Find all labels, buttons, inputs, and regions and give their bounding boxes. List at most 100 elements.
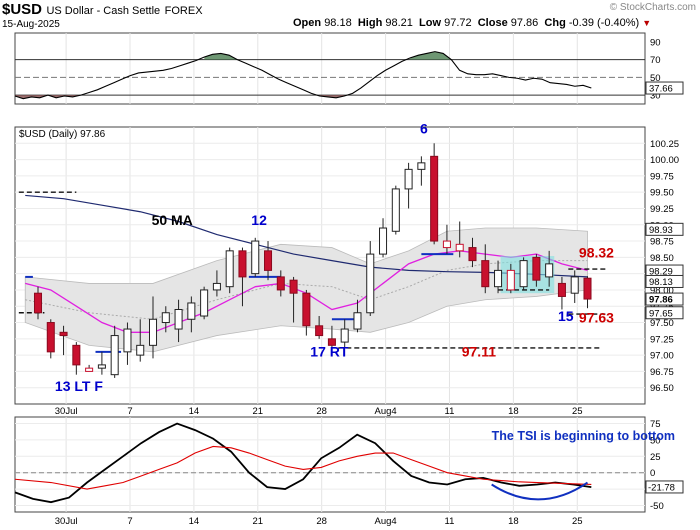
tsi-x-tick-label: 11 [445,516,455,527]
candle [468,237,477,268]
tsi-annotation: The TSI is beginning to bottom [492,429,675,443]
candle [391,185,400,235]
candle-body [327,338,336,346]
candle-body [353,312,362,330]
tsi-series-line [14,445,592,490]
candle [353,299,362,333]
price-y-tick-label: 100.00 [650,155,679,166]
candle-body [46,322,55,353]
price-y-tick-label: 97.50 [650,318,674,329]
chg-value: -0.39 (-0.40%) [568,17,640,29]
candle-body [33,292,43,314]
candle [264,241,273,281]
candle-body [481,260,490,288]
candle-body [532,256,541,281]
price-y-tick-label: 96.50 [650,383,674,394]
rsi-last-value-box [645,81,684,95]
candle-body [59,331,68,337]
rsi-overbought-fill [410,51,452,60]
candle [59,325,68,356]
candle [238,247,247,307]
price-x-tick-label: 30Jul [55,406,78,417]
rsi-panel [14,32,646,105]
candle-body [557,282,566,297]
candle-body [200,289,209,317]
price-right-value-box [645,306,684,320]
candle-body [494,269,503,288]
candle [327,325,336,349]
candle [174,299,183,343]
candle-body [315,325,324,337]
price-panel-title: $USD (Daily) 97.86 [19,129,106,140]
price-y-tick-label: 97.25 [650,334,674,345]
candle-body [276,276,285,291]
price-right-value-box [645,274,684,288]
price-x-tick-label: 7 [127,406,132,417]
price-right-value-box [645,222,684,236]
candle [72,342,81,375]
candle-body [212,282,221,291]
rsi-y-tick-label: 70 [650,55,661,66]
price-annotation: 97.11 [462,343,496,359]
candle [123,322,132,365]
price-x-tick-label: 21 [253,406,264,417]
watermark: © StockCharts.com [609,2,696,13]
candle [442,224,451,255]
candle-body [442,240,451,249]
candle-body [264,250,273,271]
price-annotation: 97.63 [579,310,614,326]
candle [276,270,285,297]
tsi-x-tick-label: 21 [253,516,264,527]
candle [251,237,260,277]
rsi-y-tick-label: 90 [650,37,661,48]
candle [430,143,439,245]
candle [506,263,515,294]
ma20-line [25,260,588,320]
candle-body [110,335,119,376]
price-x-tick-label: 18 [508,406,519,417]
candle [85,364,94,372]
candle [302,289,311,336]
chart-date: 15-Aug-2025 [2,19,60,30]
candle-body [583,277,592,300]
tsi-x-tick-label: 18 [508,516,519,527]
candle [532,254,541,287]
tsi-y-tick-label: 75 [650,419,661,430]
tsi-x-tick-label: 25 [572,516,583,527]
price-annotation: 13 LT F [55,378,103,394]
candle [481,244,490,294]
tsi-last-value: -21.78 [648,482,675,493]
candle-body [238,250,247,278]
tsi-y-tick-label: -50 [650,501,664,512]
candle [583,276,592,309]
candle [33,286,43,320]
instrument-name: US Dollar - Cash Settle [46,5,161,17]
price-y-tick-label: 99.25 [650,204,674,215]
price-y-tick-label: 99.75 [650,171,674,182]
candle-body [72,344,81,366]
rsi-y-tick-label: 30 [650,91,661,102]
candle [136,319,145,362]
price-right-value: 98.29 [649,267,673,278]
price-y-tick-label: 98.75 [650,237,674,248]
candle-body [85,367,94,372]
candle-body [366,253,375,314]
candle [212,270,221,297]
candle [455,221,464,258]
tsi-y-tick-label: 25 [650,452,661,463]
price-x-tick-label: 14 [189,406,200,417]
ma50-line [25,194,588,278]
candle-body [519,260,528,288]
tsi-series-line [14,422,592,504]
candle [379,218,388,258]
candle-body [379,227,388,255]
candle-body [506,269,515,291]
candle-body [545,263,554,278]
high-value: 98.21 [385,17,413,29]
price-annotation: 98.32 [579,244,614,260]
candle-body [148,318,158,346]
price-annotation: 12 [251,212,267,228]
candle [570,270,579,303]
price-y-tick-label: 98.50 [650,253,674,264]
